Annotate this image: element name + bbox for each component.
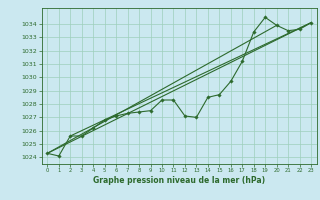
X-axis label: Graphe pression niveau de la mer (hPa): Graphe pression niveau de la mer (hPa): [93, 176, 265, 185]
